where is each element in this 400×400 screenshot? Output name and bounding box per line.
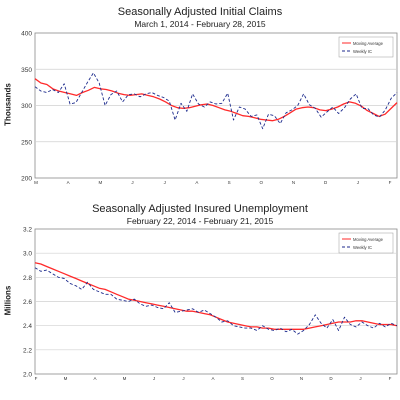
chart1-x-tick-label: J: [131, 180, 133, 185]
chart1-x-tick-label: A: [67, 180, 70, 185]
chart1-y-tick-label: 250: [21, 139, 32, 146]
chart2-x-tick-label: D: [329, 376, 333, 381]
chart2-y-tick-label: 3.2: [23, 227, 32, 234]
chart2-x-tick-label: M: [64, 376, 68, 381]
chart2-legend: [338, 232, 394, 254]
chart1-x-tick-label: J: [164, 180, 166, 185]
chart2-legend-label: Moving Average: [353, 237, 384, 242]
chart1-y-tick-label: 350: [21, 67, 32, 74]
chart1-x-tick-label: F: [389, 180, 392, 185]
chart1-y-tick-label: 200: [21, 176, 32, 183]
chart1-y-tick-label: 300: [21, 103, 32, 110]
chart1-x-tick-label: A: [195, 180, 198, 185]
chart2-x-tick-label: M: [123, 376, 127, 381]
chart1-series-weekly-ic-line: [34, 72, 398, 130]
chart2-x-tick-label: S: [241, 376, 244, 381]
chart2-x-tick-label: J: [359, 376, 361, 381]
chart2-x-tick-label: J: [153, 376, 155, 381]
chart2-x-tick-label: F: [35, 376, 38, 381]
chart1-x-tick-label: S: [228, 180, 231, 185]
chart1-subtitle: March 1, 2014 - February 28, 2015: [134, 19, 266, 29]
chart2-x-tick-label: A: [93, 376, 96, 381]
chart2-y-tick-label: 2.8: [23, 275, 32, 282]
chart1-x-tick-label: O: [260, 180, 264, 185]
chart2-x-tick-label: N: [300, 376, 303, 381]
chart2-title: Seasonally Adjusted Insured Unemployment: [92, 203, 308, 215]
chart1-y-tick-label: 400: [21, 31, 32, 38]
chart1-x-tick-label: J: [357, 180, 359, 185]
chart1-x-tick-label: N: [292, 180, 295, 185]
chart1-x-tick-label: M: [34, 180, 38, 185]
chart2-y-tick-label: 3.0: [23, 251, 32, 258]
chart1-title: Seasonally Adjusted Initial Claims: [117, 6, 283, 18]
chart1-plot: 200 250 300 350 400 M A M J J A S O N D J F Moving Averag…: [21, 31, 398, 185]
chart2-subtitle: February 22, 2014 - February 21, 2015: [126, 216, 274, 226]
chart2-y-tick-label: 2.4: [23, 323, 32, 330]
chart2-y-tick-label: 2.2: [23, 347, 32, 354]
chart2-series-weekly-ic-line: [34, 267, 398, 335]
chart2-y-tick-label: 2.6: [23, 299, 32, 306]
chart2-x-tick-label: O: [270, 376, 274, 381]
chart1-legend-label: Moving Average: [353, 41, 384, 46]
chart2-plot: 2.0 2.2 2.4 2.6 2.8 3.0 3.2 F M A M J J A S O N D J F Moving…: [23, 227, 398, 381]
chart2-x-tick-label: A: [211, 376, 214, 381]
chart1-legend-label: Weekly IC: [353, 49, 372, 54]
chart1-series-moving-average-line: [34, 78, 398, 122]
chart2-y-tick-label: 2.0: [23, 372, 32, 379]
chart2-legend-label: Weekly IC: [353, 245, 372, 250]
chart2-x-tick-label: J: [182, 376, 184, 381]
chart2-x-tick-label: F: [389, 376, 392, 381]
chart1-legend: [338, 36, 394, 58]
chart1-x-tick-label: M: [98, 180, 102, 185]
chart1-x-tick-label: D: [324, 180, 328, 185]
